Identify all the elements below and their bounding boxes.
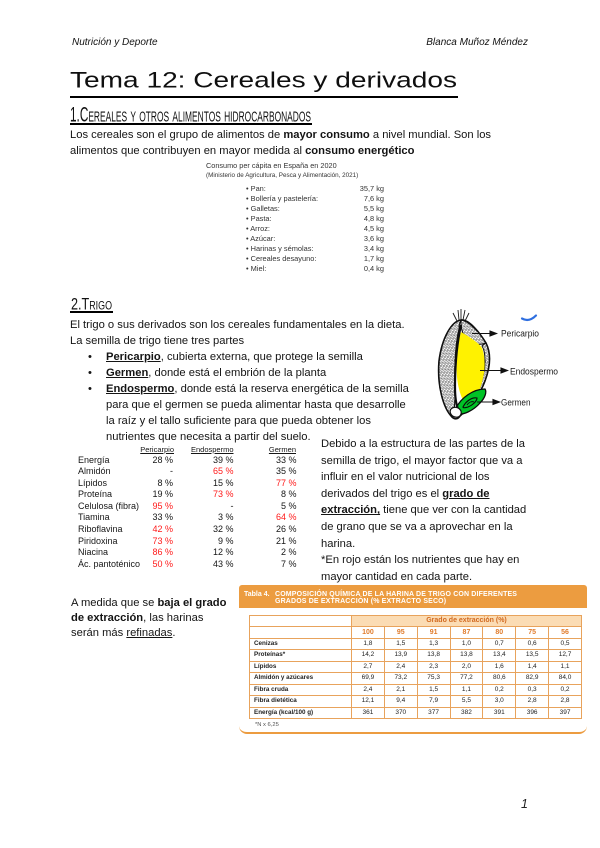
svg-text:Tema 12: Cereales y derivados: Tema 12: Cereales y derivados [70,70,457,93]
svg-text:2.Trigo: 2.Trigo [71,295,112,314]
svg-text:Germen: Germen [501,398,531,409]
svg-text:1.Cereales y otros alimentos h: 1.Cereales y otros alimentos hidrocarbon… [70,104,311,126]
svg-text:Pericarpio: Pericarpio [501,329,539,340]
svg-text:Endospermo: Endospermo [510,367,558,378]
